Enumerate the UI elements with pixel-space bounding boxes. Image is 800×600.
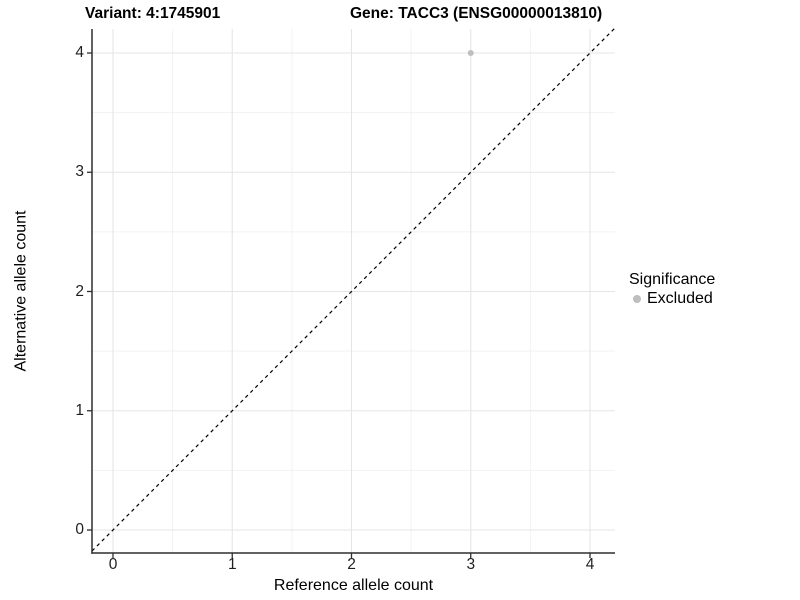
x-tick-label: 1 <box>227 556 237 573</box>
legend-key-excluded-dot-icon <box>633 295 641 303</box>
legend-entry-excluded: Excluded <box>647 290 713 307</box>
y-tick-label: 3 <box>75 163 84 181</box>
y-tick-label: 4 <box>75 44 84 61</box>
x-tick-label: 4 <box>585 556 595 573</box>
x-tick-label: 2 <box>347 556 356 573</box>
plot-title-variant: Variant: 4:1745901 <box>85 5 221 22</box>
plot-title-gene: Gene: TACC3 (ENSG00000013810) <box>350 5 603 22</box>
x-tick-label: 0 <box>108 556 118 573</box>
y-tick-label: 2 <box>75 282 84 300</box>
x-axis-title: Reference allele count <box>273 577 434 594</box>
y-tick-label: 1 <box>75 401 84 419</box>
y-tick-label: 0 <box>75 521 84 538</box>
y-axis-title-text: Alternative allele count <box>12 210 30 372</box>
x-tick-label: 3 <box>466 556 476 573</box>
legend-title: Significance <box>629 271 716 288</box>
